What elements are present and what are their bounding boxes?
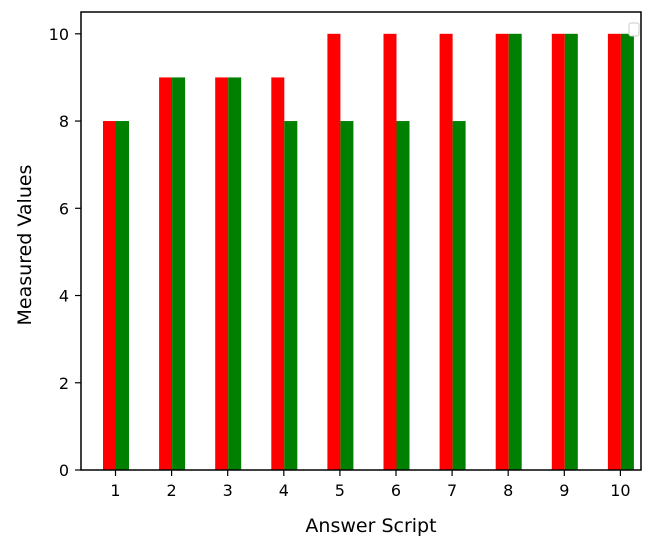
bar-series1-cat-2	[159, 77, 173, 470]
x-tick-label: 7	[447, 481, 457, 500]
x-tick-label: 2	[167, 481, 177, 500]
y-axis-label: Measured Values	[14, 165, 36, 326]
y-tick-label: 2	[59, 374, 69, 393]
y-axis-ticks: 0 2 4 6 8 10	[49, 25, 81, 480]
legend-box	[628, 22, 640, 37]
x-tick-label: 6	[391, 481, 401, 500]
x-tick-label: 9	[559, 481, 569, 500]
x-tick-label: 3	[223, 481, 233, 500]
y-tick-label: 10	[49, 25, 69, 44]
bar-series2-cat-4	[284, 121, 298, 471]
bars-group	[103, 33, 634, 471]
bar-series2-cat-6	[396, 121, 410, 471]
bar-series1-cat-7	[439, 33, 453, 471]
y-tick-label: 4	[59, 287, 69, 306]
bar-series2-cat-2	[172, 77, 186, 470]
bar-series1-cat-5	[327, 33, 341, 471]
x-tick-label: 8	[503, 481, 513, 500]
x-axis-label: Answer Script	[305, 515, 436, 537]
bar-series2-cat-9	[564, 33, 578, 471]
y-tick-label: 8	[59, 112, 69, 131]
x-tick-label: 5	[335, 481, 345, 500]
bar-series1-cat-9	[551, 33, 565, 471]
bar-series1-cat-10	[607, 33, 621, 471]
y-tick-label: 0	[59, 461, 69, 480]
bar-series2-cat-5	[340, 121, 354, 471]
x-tick-label: 4	[279, 481, 289, 500]
bar-series1-cat-8	[495, 33, 509, 471]
bar-series1-cat-3	[215, 77, 229, 470]
bar-series1-cat-4	[271, 77, 285, 470]
bar-series2-cat-1	[116, 121, 129, 471]
bar-series1-cat-6	[383, 33, 397, 471]
x-axis-ticks: 1 2 3 4 5 6 7 8 9 10	[110, 470, 631, 500]
bar-series2-cat-8	[508, 33, 522, 471]
bar-series1-cat-1	[103, 121, 116, 471]
bar-series2-cat-7	[452, 121, 466, 471]
bar-series2-cat-3	[228, 77, 242, 470]
plot-area-frame	[80, 11, 642, 471]
y-tick-label: 6	[59, 199, 69, 218]
x-tick-label: 10	[610, 481, 630, 500]
bar-series2-cat-10	[620, 33, 634, 471]
x-tick-label: 1	[110, 481, 120, 500]
